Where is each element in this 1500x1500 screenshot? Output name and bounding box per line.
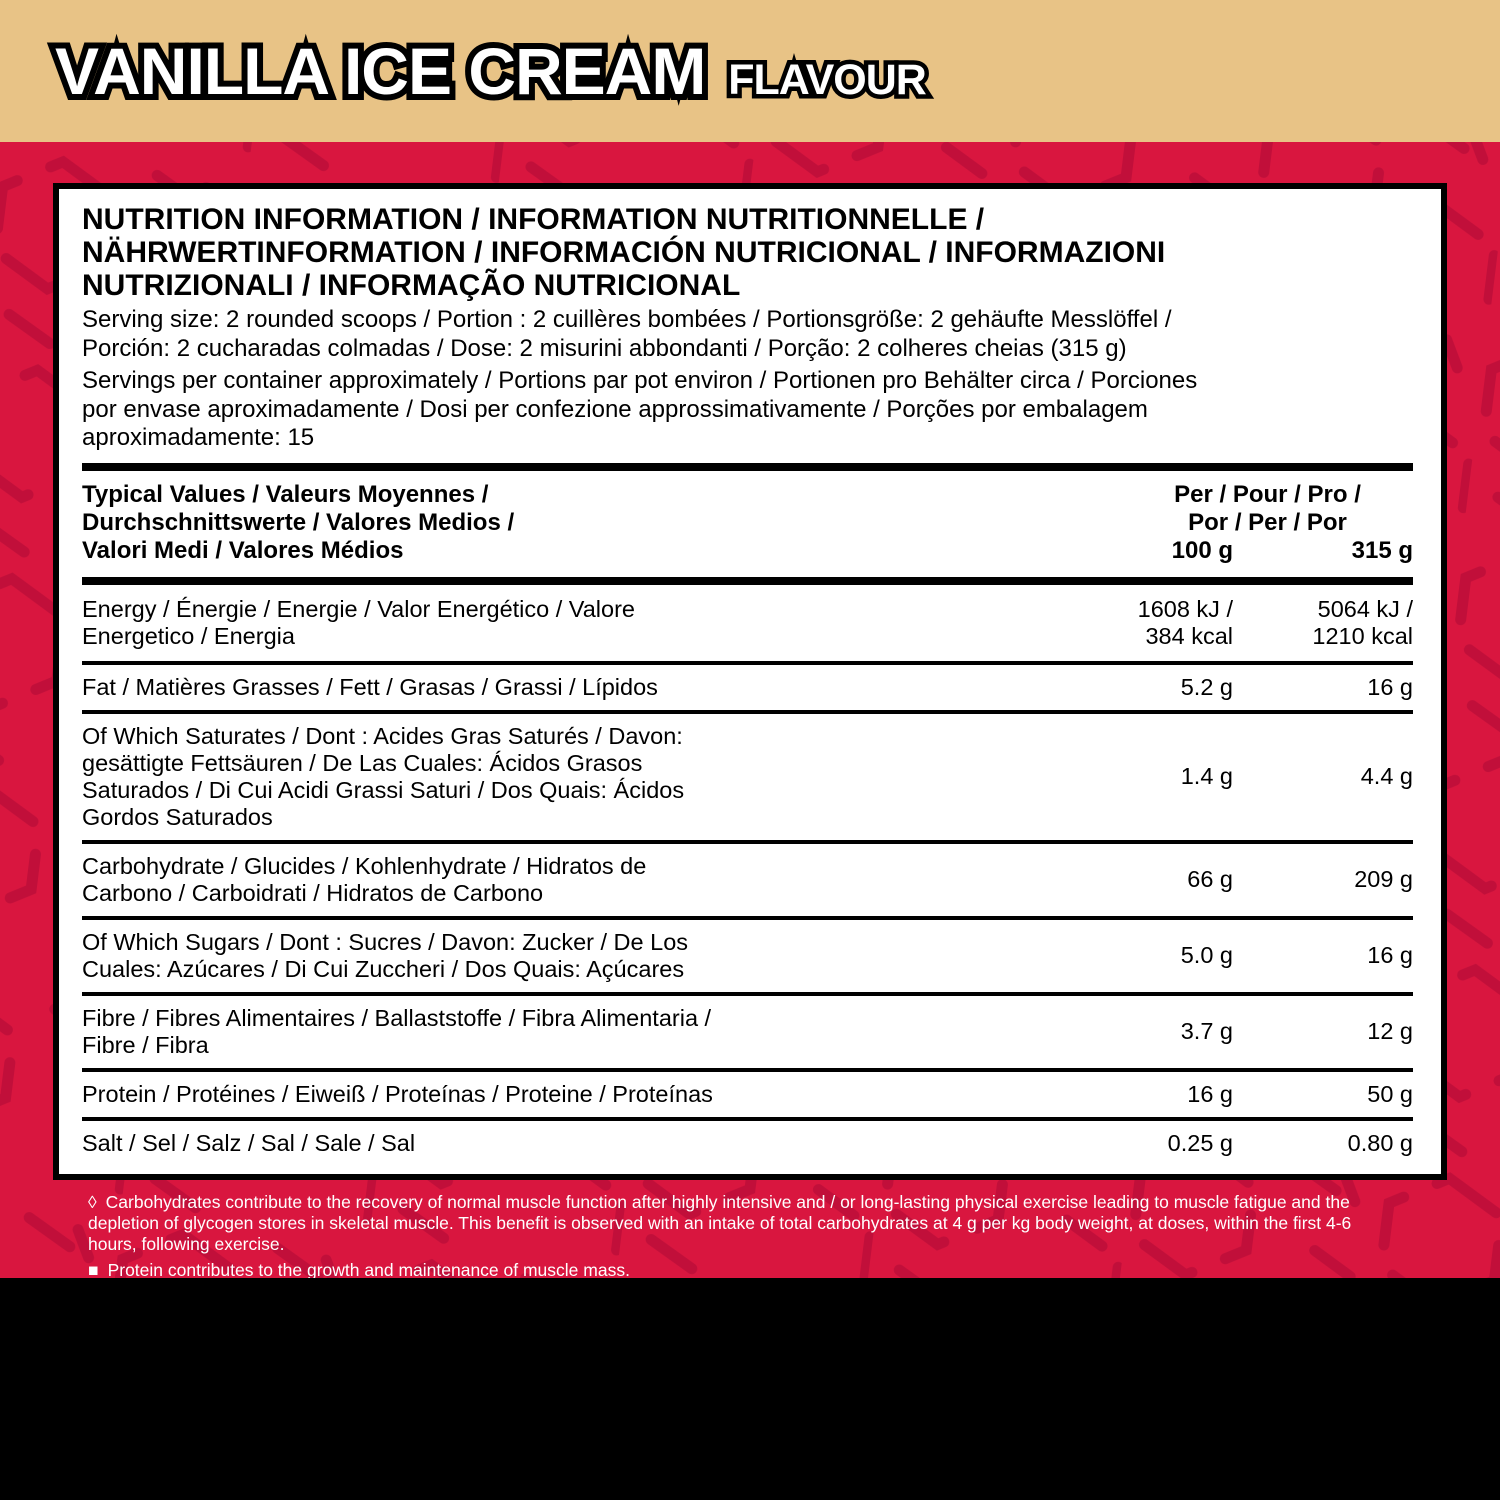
table-header-row: Typical Values / Valeurs Moyennes / Durc… xyxy=(82,462,1413,577)
row-value-per-315g: 4.4 g xyxy=(1360,763,1413,789)
row-value-per-100g: 1608 kJ / 384 kcal xyxy=(1137,595,1233,649)
flavour-word: FLAVOUR FLAVOUR xyxy=(724,54,932,106)
typical-values-header: Typical Values / Valeurs Moyennes / Durc… xyxy=(82,480,515,564)
row-label: Energy / Énergie / Energie / Valor Energ… xyxy=(82,595,635,649)
table-row-salt: Salt / Sel / Salz / Sal / Sale / Sal 0.2… xyxy=(82,1116,1413,1166)
row-value-per-315g: 0.80 g xyxy=(1347,1129,1413,1156)
red-section-content: NUTRITION INFORMATION / INFORMATION NUTR… xyxy=(0,183,1500,1278)
flavour-word-text: FLAVOUR xyxy=(728,56,927,104)
flavour-name-outline: VANILLA ICE CREAM xyxy=(49,32,712,110)
row-value-per-100g: 0.25 g xyxy=(1167,1129,1233,1156)
servings-per-container-text: Servings per container approximately / P… xyxy=(82,367,1198,451)
per-columns-header: Per / Pour / Pro / Por / Per / Por 100 g… xyxy=(1062,481,1413,565)
serving-size-text: Serving size: 2 rounded scoops / Portion… xyxy=(82,306,1172,362)
row-label: Carbohydrate / Glucides / Kohlenhydrate … xyxy=(82,852,647,906)
table-row-protein: Protein / Protéines / Eiweiß / Proteínas… xyxy=(82,1067,1413,1117)
row-value-per-100g: 3.7 g xyxy=(1180,1018,1233,1044)
col-315g-header: 315 g xyxy=(1351,536,1413,564)
per-header-text: Per / Pour / Pro / Por / Per / Por xyxy=(1174,480,1361,536)
row-label: Fibre / Fibres Alimentaires / Ballaststo… xyxy=(82,1004,712,1058)
row-value-per-100g: 1.4 g xyxy=(1180,763,1233,789)
table-row-sugars: Of Which Sugars / Dont : Sucres / Davon:… xyxy=(82,915,1413,992)
flavour-word-outline: FLAVOUR xyxy=(724,54,932,106)
footnotes: ◊ Carbohydrates contribute to the recover… xyxy=(0,1180,1500,1279)
table-row-carbohydrate: Carbohydrate / Glucides / Kohlenhydrate … xyxy=(82,839,1413,916)
row-label: Of Which Saturates / Dont : Acides Gras … xyxy=(82,722,685,830)
row-value-per-100g: 5.2 g xyxy=(1180,673,1233,700)
flavour-banner: VANILLA ICE CREAM VANILLA ICE CREAM FLAV… xyxy=(0,0,1500,142)
flavour-name: VANILLA ICE CREAM VANILLA ICE CREAM xyxy=(49,32,712,110)
row-label: Salt / Sel / Salz / Sal / Sale / Sal xyxy=(82,1129,416,1156)
row-value-per-315g: 5064 kJ / 1210 kcal xyxy=(1312,595,1413,649)
row-label: Of Which Sugars / Dont : Sucres / Davon:… xyxy=(82,928,689,982)
product-flavour-title: VANILLA ICE CREAM VANILLA ICE CREAM FLAV… xyxy=(49,32,932,110)
row-value-per-315g: 12 g xyxy=(1367,1018,1413,1044)
black-footer-strip xyxy=(0,1278,1500,1500)
row-label: Fat / Matières Grasses / Fett / Grasas /… xyxy=(82,673,658,700)
square-marker: ■ xyxy=(88,1259,99,1279)
row-value-per-100g: 5.0 g xyxy=(1180,942,1233,968)
table-row-saturates: Of Which Saturates / Dont : Acides Gras … xyxy=(82,709,1413,840)
row-label: Protein / Protéines / Eiweiß / Proteínas… xyxy=(82,1080,713,1107)
footnote-text: Protein contributes to the growth and ma… xyxy=(107,1259,630,1279)
row-value-per-315g: 50 g xyxy=(1367,1080,1413,1107)
table-row-fat: Fat / Matières Grasses / Fett / Grasas /… xyxy=(82,660,1413,710)
footnote-carbohydrates: ◊ Carbohydrates contribute to the recover… xyxy=(88,1192,1440,1255)
footnote-protein: ■ Protein contributes to the growth and m… xyxy=(88,1260,1440,1279)
table-row-fibre: Fibre / Fibres Alimentaires / Ballaststo… xyxy=(82,991,1413,1068)
red-pattern-section: NUTRITION INFORMATION / INFORMATION NUTR… xyxy=(0,142,1500,1278)
row-value-per-100g: 66 g xyxy=(1187,866,1233,892)
footnote-text: Carbohydrates contribute to the recovery… xyxy=(88,1191,1352,1254)
row-value-per-315g: 209 g xyxy=(1354,866,1413,892)
nutrition-heading: NUTRITION INFORMATION / INFORMATION NUTR… xyxy=(82,203,1166,302)
row-value-per-100g: 16 g xyxy=(1187,1080,1233,1107)
nutrition-panel: NUTRITION INFORMATION / INFORMATION NUTR… xyxy=(53,183,1447,1180)
nutrition-table: Typical Values / Valeurs Moyennes / Durc… xyxy=(82,462,1413,1166)
table-row-energy: Energy / Énergie / Energie / Valor Energ… xyxy=(82,576,1413,661)
flavour-name-text: VANILLA ICE CREAM xyxy=(55,34,706,108)
row-value-per-315g: 16 g xyxy=(1367,942,1413,968)
column-amount-headers: 100 g 315 g xyxy=(1062,537,1413,565)
row-value-per-315g: 16 g xyxy=(1367,673,1413,700)
diamond-marker: ◊ xyxy=(88,1191,97,1212)
col-100g-header: 100 g xyxy=(1171,536,1233,564)
